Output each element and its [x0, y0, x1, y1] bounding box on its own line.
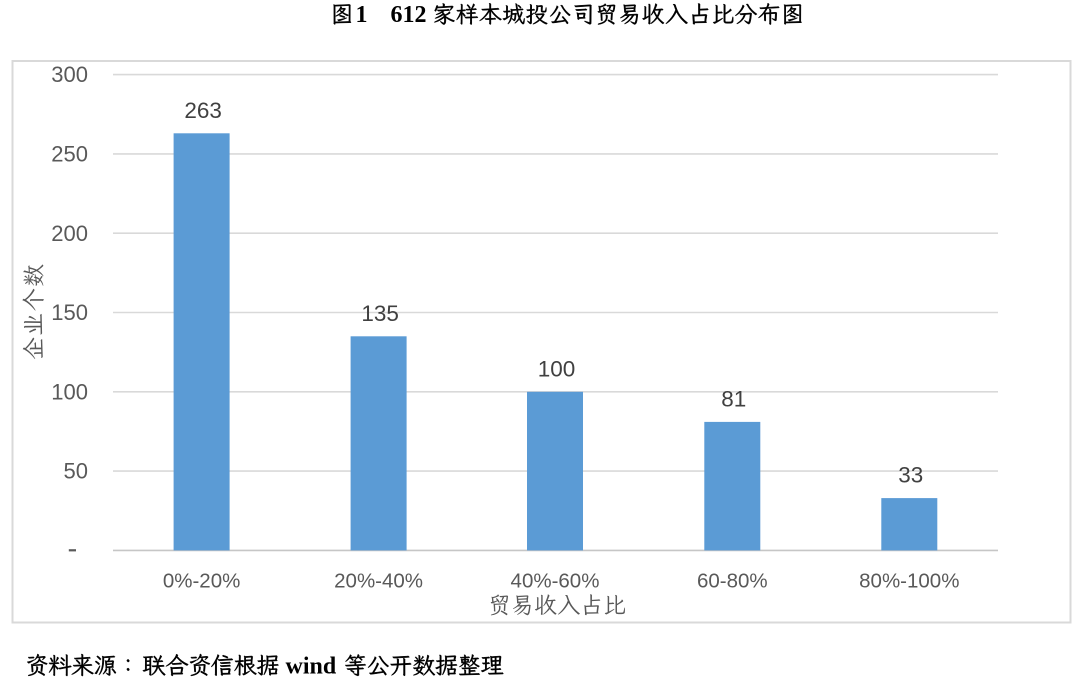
svg-text:250: 250 [51, 142, 88, 167]
svg-text:40%-60%: 40%-60% [511, 570, 600, 593]
svg-text:33: 33 [898, 463, 923, 488]
svg-text:wind: wind [286, 654, 337, 680]
svg-text:81: 81 [721, 386, 746, 411]
svg-text:50: 50 [64, 459, 88, 484]
svg-text:0%-20%: 0%-20% [163, 570, 241, 593]
svg-text:150: 150 [51, 300, 88, 325]
svg-text:612: 612 [391, 2, 427, 28]
svg-text:60-80%: 60-80% [697, 570, 768, 593]
svg-text:300: 300 [51, 62, 88, 87]
svg-text:100: 100 [51, 379, 88, 404]
svg-text:20%-40%: 20%-40% [334, 570, 423, 593]
svg-text:200: 200 [51, 221, 88, 246]
svg-text:80%-100%: 80%-100% [859, 570, 959, 593]
svg-text:100: 100 [538, 356, 576, 381]
svg-text:1: 1 [356, 2, 368, 28]
svg-text:135: 135 [361, 301, 399, 326]
svg-text:263: 263 [184, 98, 222, 123]
